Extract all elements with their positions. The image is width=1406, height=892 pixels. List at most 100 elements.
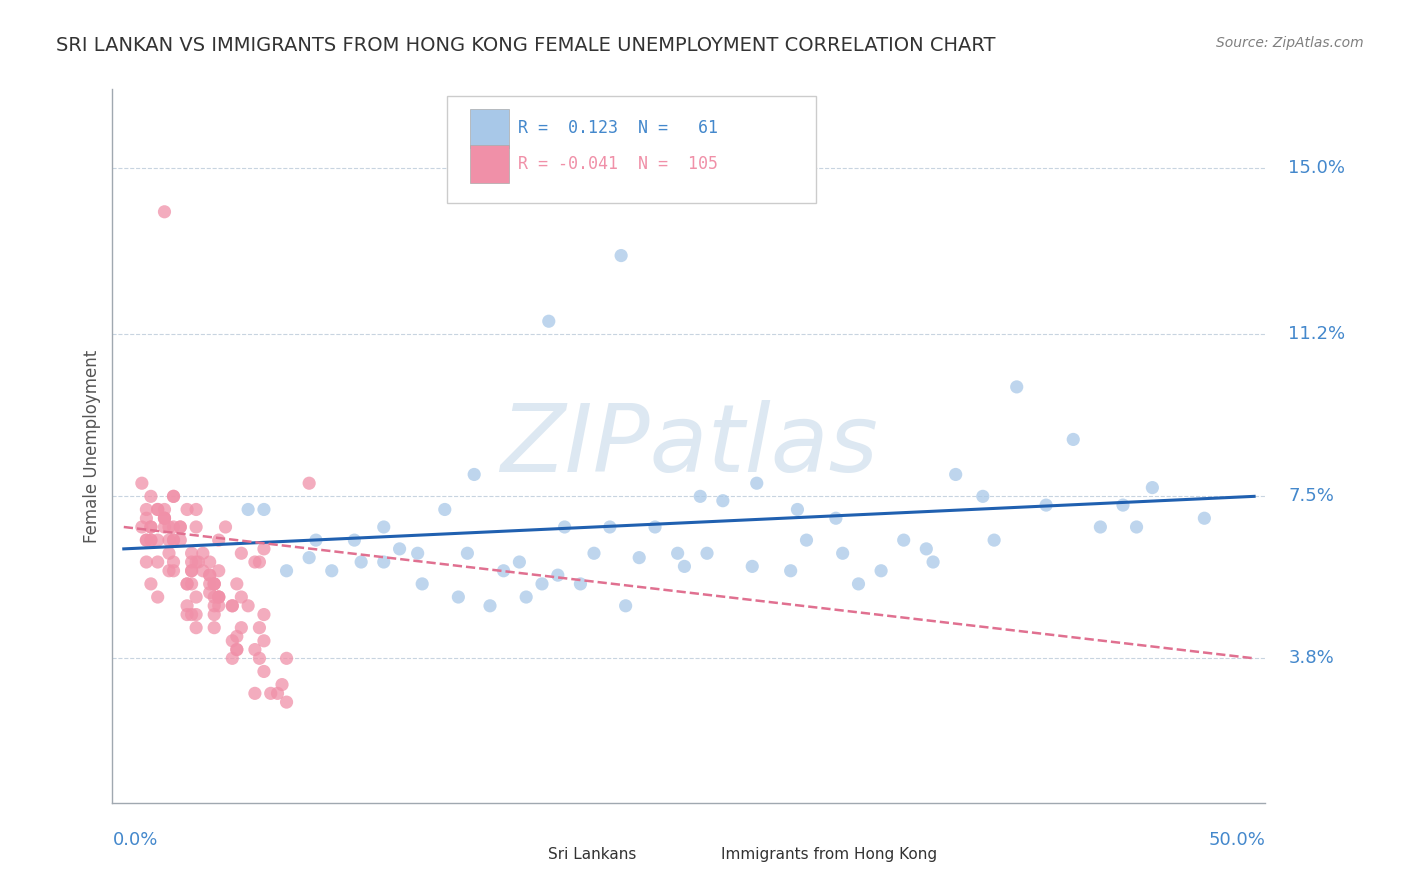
Point [169,520,191,534]
Point [139,520,162,534]
Point [253,502,276,516]
Point [180,564,202,578]
Point [271,677,294,691]
Point [915,541,938,556]
Point [225,577,247,591]
Point [221,633,243,648]
Point [614,599,637,613]
Point [628,550,651,565]
Point [208,590,231,604]
Point [139,533,162,548]
Point [253,665,276,679]
Point [162,564,184,578]
Point [696,546,718,560]
Point [153,502,176,516]
Point [198,577,221,591]
Point [131,476,153,491]
Point [157,520,180,534]
Point [554,520,576,534]
Point [139,520,162,534]
Point [146,533,169,548]
Point [321,564,343,578]
Point [208,533,231,548]
Point [198,555,221,569]
Text: 0.0%: 0.0% [112,831,157,849]
Point [848,577,870,591]
Point [796,533,818,548]
Point [191,564,214,578]
Point [162,489,184,503]
Point [180,607,202,622]
Point [184,520,207,534]
Point [153,520,176,534]
Point [146,502,169,516]
Point [176,502,198,516]
Point [243,642,266,657]
Point [139,489,162,503]
Point [479,599,502,613]
Point [139,533,162,548]
Point [276,564,298,578]
Point [945,467,967,482]
Point [184,555,207,569]
Point [191,546,214,560]
Point [236,502,259,516]
Text: SRI LANKAN VS IMMIGRANTS FROM HONG KONG FEMALE UNEMPLOYMENT CORRELATION CHART: SRI LANKAN VS IMMIGRANTS FROM HONG KONG … [56,36,995,54]
Text: 3.8%: 3.8% [1288,649,1334,667]
Point [1062,433,1084,447]
Point [673,559,696,574]
Point [610,249,633,263]
Point [305,533,328,548]
Point [146,590,169,604]
Point [208,599,231,613]
Point [711,493,734,508]
Point [582,546,605,560]
Point [221,599,243,613]
Point [153,511,176,525]
Point [492,564,515,578]
Point [236,599,259,613]
Point [508,555,530,569]
Text: Source: ZipAtlas.com: Source: ZipAtlas.com [1216,36,1364,50]
Point [202,577,225,591]
Point [180,555,202,569]
Point [184,590,207,604]
Point [1194,511,1216,525]
Point [157,546,180,560]
Point [253,633,276,648]
Point [135,533,157,548]
Point [266,686,288,700]
Point [249,621,271,635]
Point [530,577,553,591]
Point [202,599,225,613]
FancyBboxPatch shape [513,840,544,870]
Text: 15.0%: 15.0% [1288,159,1346,177]
Point [131,520,153,534]
Point [276,651,298,665]
Point [786,502,808,516]
Point [231,546,253,560]
Point [373,520,395,534]
Point [221,599,243,613]
Point [689,489,711,503]
Point [180,577,202,591]
Point [221,651,243,665]
Point [260,686,283,700]
Point [406,546,429,560]
Point [644,520,666,534]
Point [243,686,266,700]
Point [162,555,184,569]
Point [922,555,945,569]
Point [176,599,198,613]
FancyBboxPatch shape [686,840,717,870]
Text: ZIPatlas: ZIPatlas [501,401,877,491]
Point [214,520,236,534]
Point [153,511,176,525]
Point [741,559,763,574]
Point [893,533,915,548]
Point [202,621,225,635]
Point [569,577,592,591]
Point [146,502,169,516]
Point [225,642,247,657]
Point [162,533,184,548]
